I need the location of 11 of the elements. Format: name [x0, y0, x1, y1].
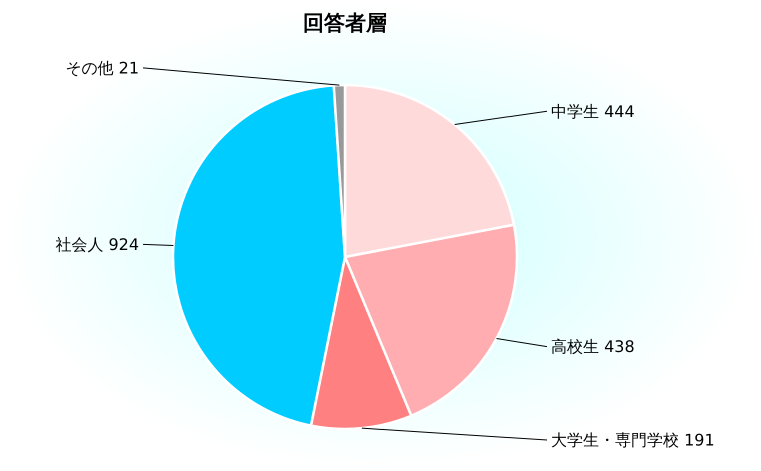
data-label: 444	[604, 102, 635, 121]
slice-label: 大学生・専門学校	[551, 430, 684, 450]
data-label: 191	[684, 430, 715, 450]
chart-title: 回答者層	[303, 10, 387, 35]
slice-label: 高校生	[551, 337, 604, 356]
slice-label: 社会人	[55, 234, 108, 254]
data-label: 438	[604, 337, 635, 356]
slice-label: その他	[66, 58, 119, 78]
data-label: 21	[118, 58, 139, 78]
data-label: 924	[108, 234, 139, 254]
slice-label: 中学生	[551, 102, 604, 121]
